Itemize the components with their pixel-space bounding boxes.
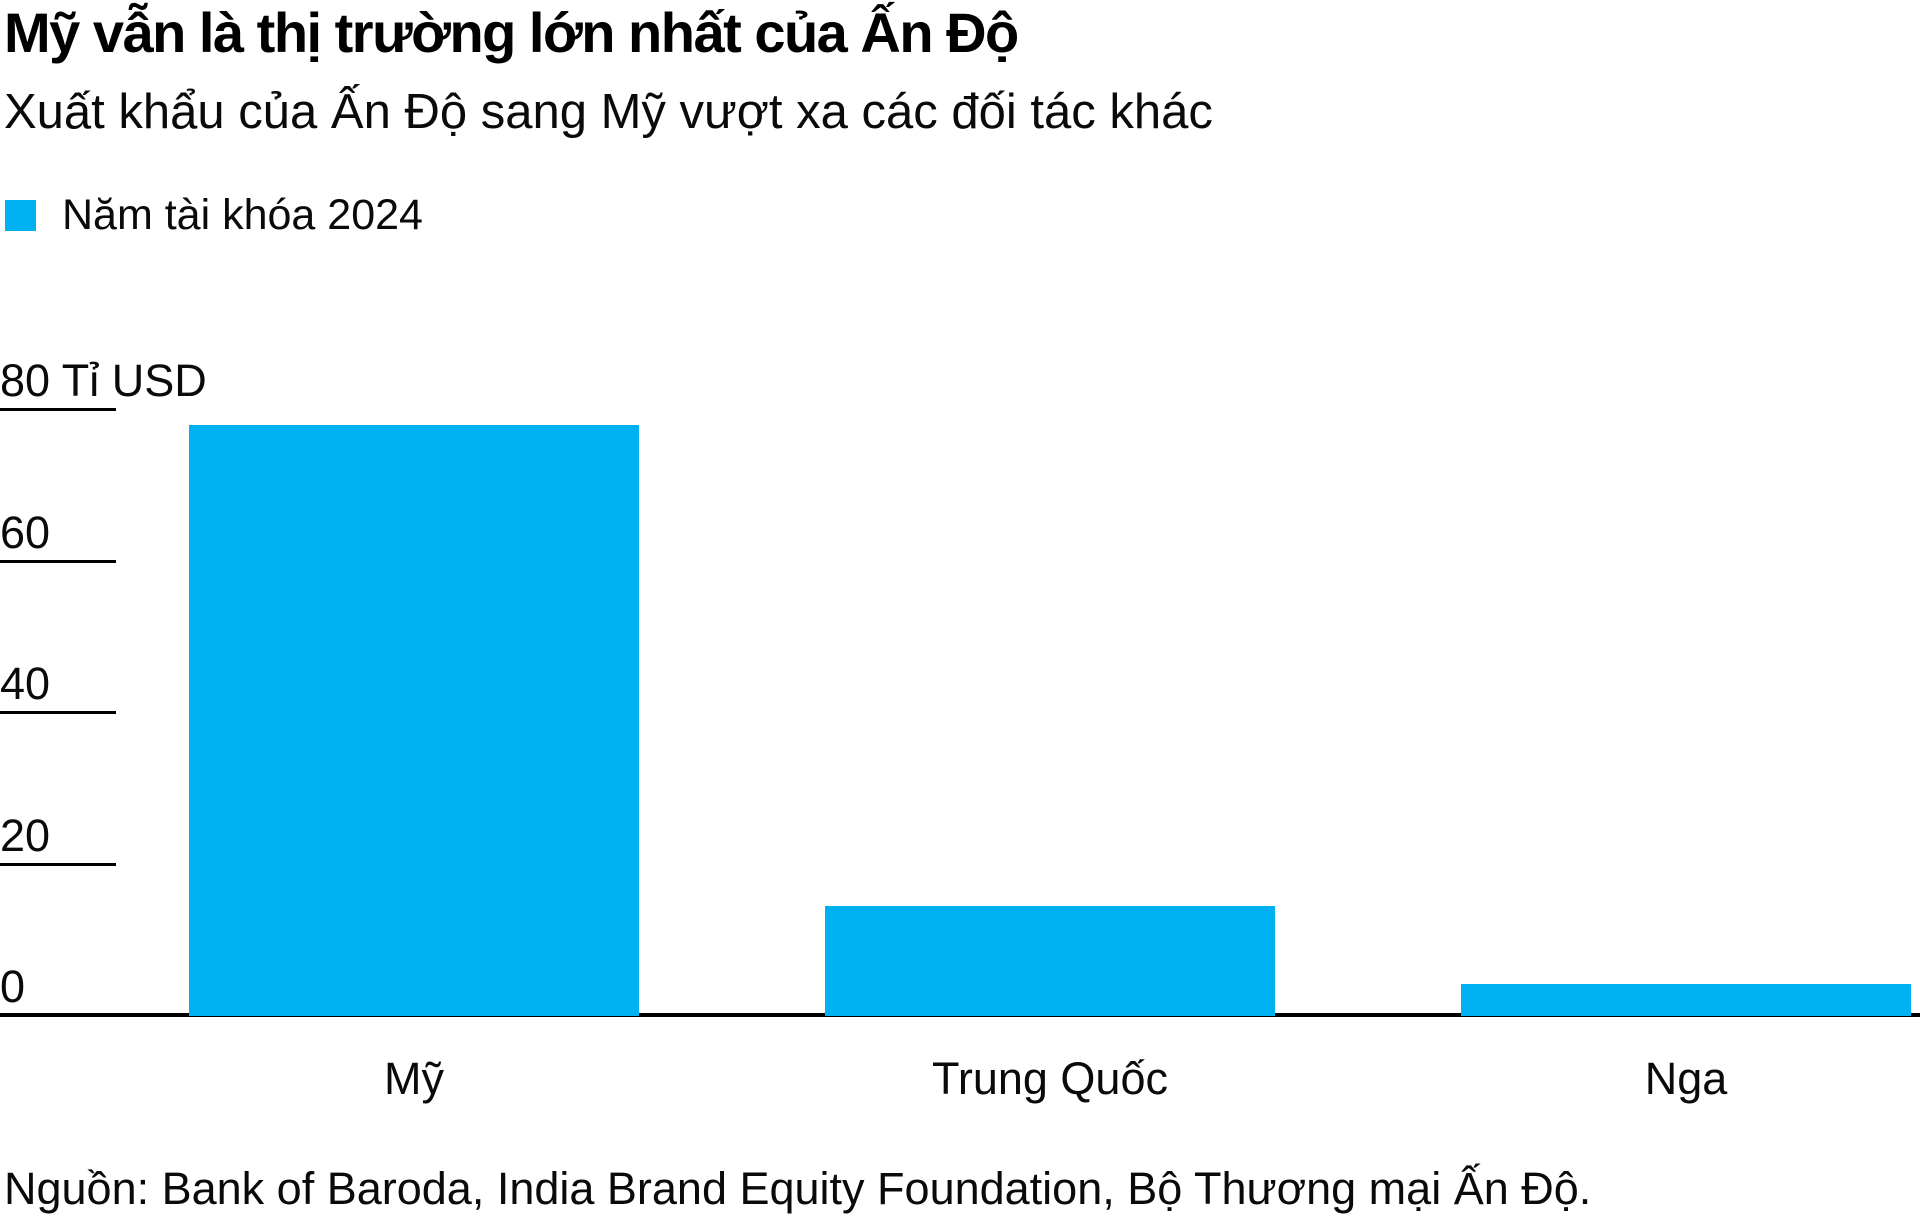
- x-category-label-1: Mỹ: [384, 1053, 444, 1104]
- bar-2: [825, 906, 1275, 1016]
- y-tick-line-40: [0, 711, 116, 714]
- y-tick-line-60: [0, 559, 116, 563]
- y-tick-line-20: [0, 862, 116, 866]
- y-tick-label-20: 20: [0, 809, 51, 861]
- legend-swatch-icon: [5, 200, 36, 231]
- chart-title: Mỹ vẫn là thị trường lớn nhất của Ấn Độ: [4, 1, 1019, 64]
- y-tick-label-80: 80 Tỉ USD: [0, 355, 207, 406]
- legend: Năm tài khóa 2024: [5, 194, 423, 237]
- y-tick-label-60: 60: [0, 506, 51, 558]
- chart-subtitle: Xuất khẩu của Ấn Độ sang Mỹ vượt xa các …: [4, 85, 1213, 139]
- y-tick-line-80: [0, 408, 116, 411]
- bar-1: [189, 425, 639, 1016]
- bar-3: [1461, 984, 1911, 1016]
- y-tick-label-0: 0: [0, 961, 26, 1012]
- y-tick-label-40: 40: [0, 658, 51, 709]
- legend-label: Năm tài khóa 2024: [62, 191, 423, 239]
- source-note: Nguồn: Bank of Baroda, India Brand Equit…: [4, 1163, 1592, 1214]
- x-category-label-3: Nga: [1644, 1053, 1728, 1104]
- x-category-label-2: Trung Quốc: [932, 1053, 1168, 1104]
